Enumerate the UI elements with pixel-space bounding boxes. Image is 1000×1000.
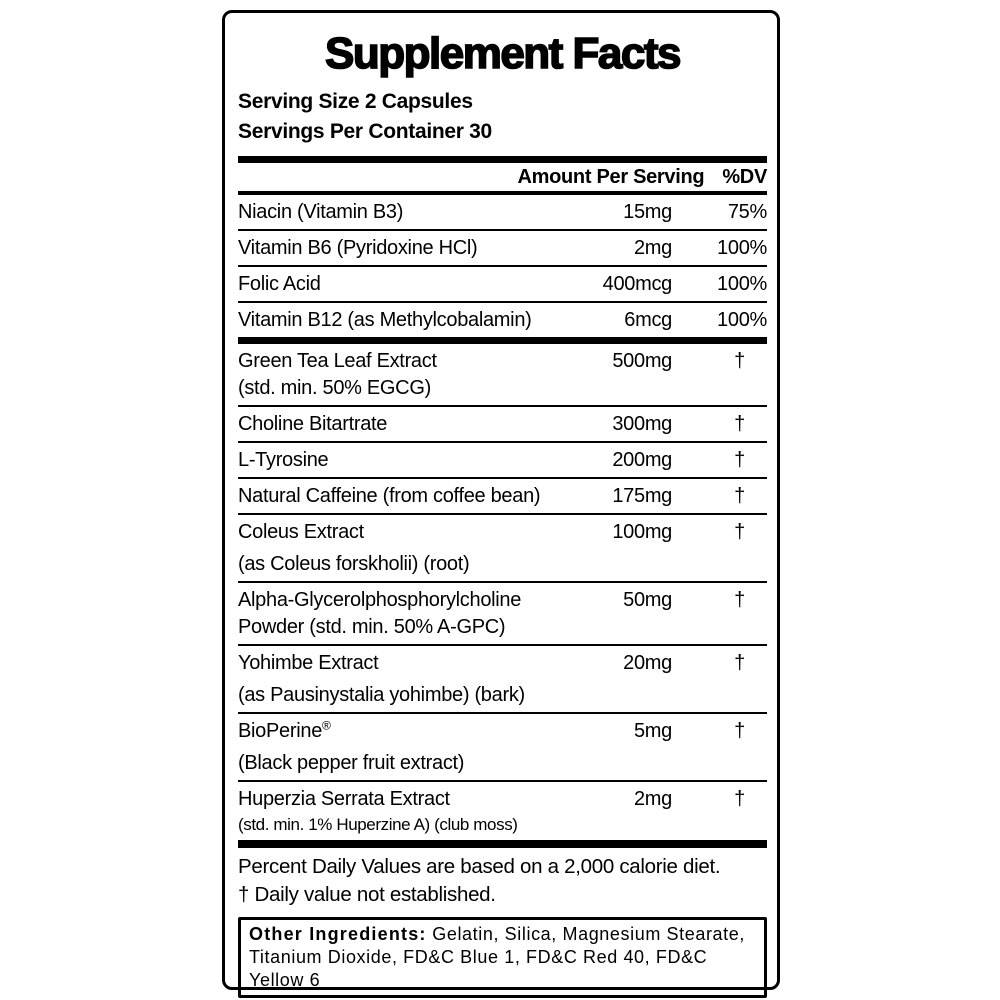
- header-amount-per-serving: Amount Per Serving: [517, 166, 705, 188]
- table-row: Folic Acid 400mcg 100%: [238, 267, 767, 303]
- vitamin-rows: Niacin (Vitamin B3) 15mg 75% Vitamin B6 (Py…: [238, 195, 767, 337]
- ingredient-subtext: (Black pepper fruit extract): [238, 752, 465, 774]
- blend-rows: Green Tea Leaf Extract (std. min. 50% EGC…: [238, 344, 767, 840]
- ingredient-daily-value: †: [734, 589, 745, 611]
- ingredient-name: Niacin (Vitamin B3): [238, 201, 404, 223]
- ingredient-name: Folic Acid: [238, 273, 321, 295]
- ingredient-name: Huperzia Serrata Extract (std. min. 1% Hu…: [238, 786, 582, 837]
- table-row: Niacin (Vitamin B3) 15mg 75%: [238, 195, 767, 231]
- other-ingredients-box: Other Ingredients: Gelatin, Silica, Magn…: [238, 917, 767, 998]
- separator-bar-thick-top: [238, 156, 767, 163]
- footnote-daily-values: Percent Daily Values are based on a 2,00…: [238, 855, 721, 878]
- ingredient-name: Choline Bitartrate: [238, 413, 388, 435]
- footnote-dagger: † Daily value not established.: [238, 883, 496, 906]
- ingredient-daily-value: †: [734, 413, 745, 435]
- registered-mark: ®: [322, 718, 331, 733]
- ingredient-name: Vitamin B12 (as Methylcobalamin): [238, 309, 532, 331]
- table-row: Green Tea Leaf Extract (std. min. 50% EGC…: [238, 344, 767, 407]
- table-row: Alpha-Glycerolphosphorylcholine Powder (s…: [238, 583, 767, 646]
- ingredient-daily-value: 100%: [717, 273, 767, 295]
- other-ingredients-line2: Titanium Dioxide, FD&C Blue 1, FD&C Red …: [249, 947, 708, 990]
- ingredient-daily-value: †: [734, 788, 745, 810]
- ingredient-name: Alpha-Glycerolphosphorylcholine Powder (s…: [238, 587, 582, 641]
- table-row: Coleus Extract (as Coleus forskholii) (ro…: [238, 515, 767, 583]
- separator-bar-mid: [238, 337, 767, 344]
- ingredient-daily-value: †: [734, 652, 745, 674]
- ingredient-name: Green Tea Leaf Extract (std. min. 50% EGC…: [238, 348, 582, 402]
- ingredient-amount: 100mg: [612, 521, 672, 543]
- ingredient-amount: 500mg: [612, 350, 672, 372]
- table-row: BioPerine® (Black pepper fruit extract) 5m…: [238, 714, 767, 782]
- panel-title: Supplement Facts: [324, 28, 682, 79]
- supplement-facts-panel: Supplement Facts Serving Size 2 Capsules…: [222, 10, 780, 998]
- ingredient-subtext: Powder (std. min. 50% A-GPC): [238, 616, 506, 638]
- table-row: Vitamin B12 (as Methylcobalamin) 6mcg 100%: [238, 303, 767, 337]
- footnotes: Percent Daily Values are based on a 2,00…: [238, 853, 767, 909]
- ingredient-name: Natural Caffeine (from coffee bean): [238, 485, 541, 507]
- other-ingredients-line1: Gelatin, Silica, Magnesium Stearate,: [432, 924, 745, 944]
- ingredient-daily-value: †: [734, 350, 745, 372]
- separator-bar-header: [238, 191, 767, 195]
- ingredient-subtext: (as Coleus forskholii) (root): [238, 553, 470, 575]
- ingredient-amount: 175mg: [612, 485, 672, 507]
- separator-bar-bottom: [238, 840, 767, 848]
- ingredient-daily-value: 75%: [727, 201, 767, 223]
- ingredient-name: L-Tyrosine: [238, 449, 329, 471]
- ingredient-subtext: (as Pausinystalia yohimbe) (bark): [238, 684, 525, 706]
- ingredient-name: Vitamin B6 (Pyridoxine HCl): [238, 237, 478, 259]
- header-percent-dv: %DV: [722, 166, 767, 188]
- ingredient-daily-value: †: [734, 521, 745, 543]
- ingredient-daily-value: 100%: [717, 237, 767, 259]
- table-row: Yohimbe Extract (as Pausinystalia yohimbe…: [238, 646, 767, 714]
- ingredient-amount: 2mg: [633, 788, 672, 810]
- ingredient-name: BioPerine® (Black pepper fruit extract): [238, 718, 582, 777]
- ingredient-daily-value: †: [734, 720, 745, 742]
- table-row: Choline Bitartrate 300mg †: [238, 407, 767, 443]
- ingredient-amount: 6mcg: [624, 309, 672, 331]
- ingredient-name: Yohimbe Extract (as Pausinystalia yohimbe…: [238, 650, 582, 709]
- ingredient-amount: 400mcg: [602, 273, 673, 295]
- ingredient-amount: 50mg: [623, 589, 672, 611]
- ingredient-daily-value: †: [734, 485, 745, 507]
- servings-per-container: Servings Per Container 30: [238, 120, 492, 143]
- ingredient-subtext: (std. min. 1% Huperzine A) (club moss): [238, 815, 518, 834]
- table-row: L-Tyrosine 200mg †: [238, 443, 767, 479]
- ingredient-daily-value: †: [734, 449, 745, 471]
- ingredient-amount: 300mg: [612, 413, 672, 435]
- ingredient-daily-value: 100%: [717, 309, 767, 331]
- ingredient-subtext: (std. min. 50% EGCG): [238, 377, 431, 399]
- table-header: Amount Per Serving %DV: [238, 163, 767, 191]
- other-ingredients-label: Other Ingredients:: [249, 924, 427, 944]
- serving-info: Serving Size 2 Capsules Servings Per Con…: [238, 87, 767, 147]
- ingredient-amount: 2mg: [633, 237, 672, 259]
- ingredient-amount: 200mg: [612, 449, 672, 471]
- serving-size: Serving Size 2 Capsules: [238, 90, 473, 113]
- ingredient-name: Coleus Extract (as Coleus forskholii) (ro…: [238, 519, 582, 578]
- table-row: Vitamin B6 (Pyridoxine HCl) 2mg 100%: [238, 231, 767, 267]
- ingredient-amount: 15mg: [623, 201, 672, 223]
- ingredient-amount: 20mg: [623, 652, 672, 674]
- table-row: Huperzia Serrata Extract (std. min. 1% Hu…: [238, 782, 767, 840]
- table-row: Natural Caffeine (from coffee bean) 175mg…: [238, 479, 767, 515]
- ingredient-amount: 5mg: [633, 720, 672, 742]
